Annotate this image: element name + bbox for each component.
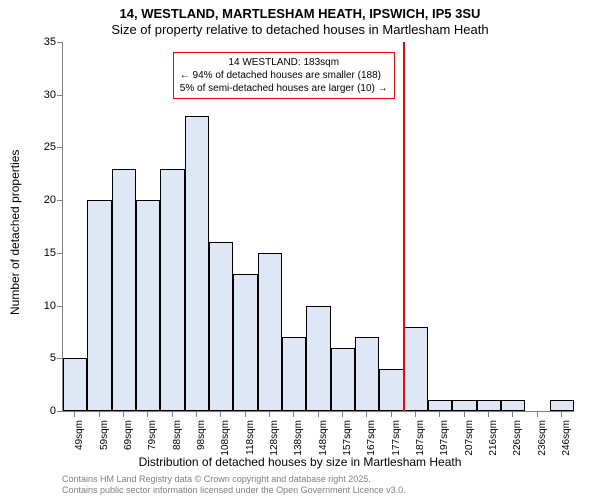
- x-tick-mark: [318, 412, 319, 417]
- x-tick-label: 88sqm: [172, 420, 183, 460]
- y-tick-mark: [57, 306, 62, 307]
- x-tick-label: 49sqm: [74, 420, 85, 460]
- x-tick-mark: [147, 412, 148, 417]
- x-tick-label: 216sqm: [488, 420, 499, 460]
- histogram-bar: [355, 337, 379, 411]
- x-tick-label: 118sqm: [245, 420, 256, 460]
- x-tick-mark: [342, 412, 343, 417]
- x-tick-mark: [366, 412, 367, 417]
- x-tick-label: 236sqm: [537, 420, 548, 460]
- histogram-bar: [209, 242, 233, 411]
- y-tick-label: 0: [26, 405, 56, 417]
- y-tick-mark: [57, 200, 62, 201]
- y-tick-label: 20: [26, 194, 56, 206]
- plot-area: 14 WESTLAND: 183sqm ← 94% of detached ho…: [62, 42, 574, 412]
- x-tick-mark: [123, 412, 124, 417]
- y-tick-label: 30: [26, 89, 56, 101]
- x-tick-mark: [172, 412, 173, 417]
- chart-title-line1: 14, WESTLAND, MARTLESHAM HEATH, IPSWICH,…: [0, 6, 600, 21]
- y-tick-label: 15: [26, 247, 56, 259]
- x-tick-label: 59sqm: [99, 420, 110, 460]
- x-tick-mark: [245, 412, 246, 417]
- x-tick-label: 187sqm: [415, 420, 426, 460]
- histogram-bar: [452, 400, 476, 411]
- histogram-bar: [185, 116, 209, 411]
- x-tick-mark: [293, 412, 294, 417]
- x-tick-mark: [464, 412, 465, 417]
- x-tick-mark: [488, 412, 489, 417]
- histogram-bar: [160, 169, 184, 411]
- x-tick-mark: [561, 412, 562, 417]
- y-tick-label: 5: [26, 352, 56, 364]
- x-tick-label: 138sqm: [293, 420, 304, 460]
- histogram-bar: [87, 200, 111, 411]
- y-tick-label: 25: [26, 141, 56, 153]
- x-tick-mark: [196, 412, 197, 417]
- x-tick-label: 128sqm: [269, 420, 280, 460]
- histogram-bar: [282, 337, 306, 411]
- x-tick-label: 197sqm: [439, 420, 450, 460]
- property-marker-line: [403, 42, 405, 411]
- y-tick-mark: [57, 358, 62, 359]
- histogram-bar: [136, 200, 160, 411]
- x-tick-label: 148sqm: [318, 420, 329, 460]
- y-axis-label: Number of detached properties: [8, 60, 22, 225]
- histogram-bar: [477, 400, 501, 411]
- histogram-bar: [63, 358, 87, 411]
- x-tick-label: 108sqm: [220, 420, 231, 460]
- x-tick-mark: [269, 412, 270, 417]
- histogram-bar: [258, 253, 282, 411]
- annotation-line3: 5% of semi-detached houses are larger (1…: [180, 82, 388, 95]
- x-tick-mark: [220, 412, 221, 417]
- histogram-bar: [501, 400, 525, 411]
- histogram-bar: [112, 169, 136, 411]
- x-tick-label: 207sqm: [464, 420, 475, 460]
- histogram-bar: [233, 274, 257, 411]
- histogram-bar: [550, 400, 574, 411]
- x-tick-mark: [512, 412, 513, 417]
- histogram-bar: [379, 369, 403, 411]
- histogram-bar: [331, 348, 355, 411]
- x-tick-label: 69sqm: [123, 420, 134, 460]
- y-tick-mark: [57, 253, 62, 254]
- y-tick-label: 35: [26, 36, 56, 48]
- attribution-line1: Contains HM Land Registry data © Crown c…: [62, 474, 371, 484]
- y-tick-mark: [57, 147, 62, 148]
- x-tick-label: 98sqm: [196, 420, 207, 460]
- x-tick-mark: [537, 412, 538, 417]
- y-tick-mark: [57, 42, 62, 43]
- x-tick-mark: [391, 412, 392, 417]
- y-tick-mark: [57, 411, 62, 412]
- x-tick-mark: [439, 412, 440, 417]
- x-tick-mark: [74, 412, 75, 417]
- x-tick-label: 246sqm: [561, 420, 572, 460]
- y-tick-label: 10: [26, 300, 56, 312]
- x-tick-label: 177sqm: [391, 420, 402, 460]
- histogram-bar: [428, 400, 452, 411]
- x-tick-label: 226sqm: [512, 420, 523, 460]
- annotation-line2: ← 94% of detached houses are smaller (18…: [180, 69, 388, 82]
- x-tick-mark: [415, 412, 416, 417]
- x-tick-label: 79sqm: [147, 420, 158, 460]
- y-tick-mark: [57, 95, 62, 96]
- histogram-bar: [404, 327, 428, 411]
- x-tick-label: 157sqm: [342, 420, 353, 460]
- x-tick-mark: [99, 412, 100, 417]
- attribution-line2: Contains public sector information licen…: [62, 485, 406, 495]
- chart-title-line2: Size of property relative to detached ho…: [0, 22, 600, 37]
- histogram-bar: [306, 306, 330, 411]
- annotation-box: 14 WESTLAND: 183sqm ← 94% of detached ho…: [173, 52, 395, 99]
- annotation-line1: 14 WESTLAND: 183sqm: [180, 56, 388, 69]
- x-tick-label: 167sqm: [366, 420, 377, 460]
